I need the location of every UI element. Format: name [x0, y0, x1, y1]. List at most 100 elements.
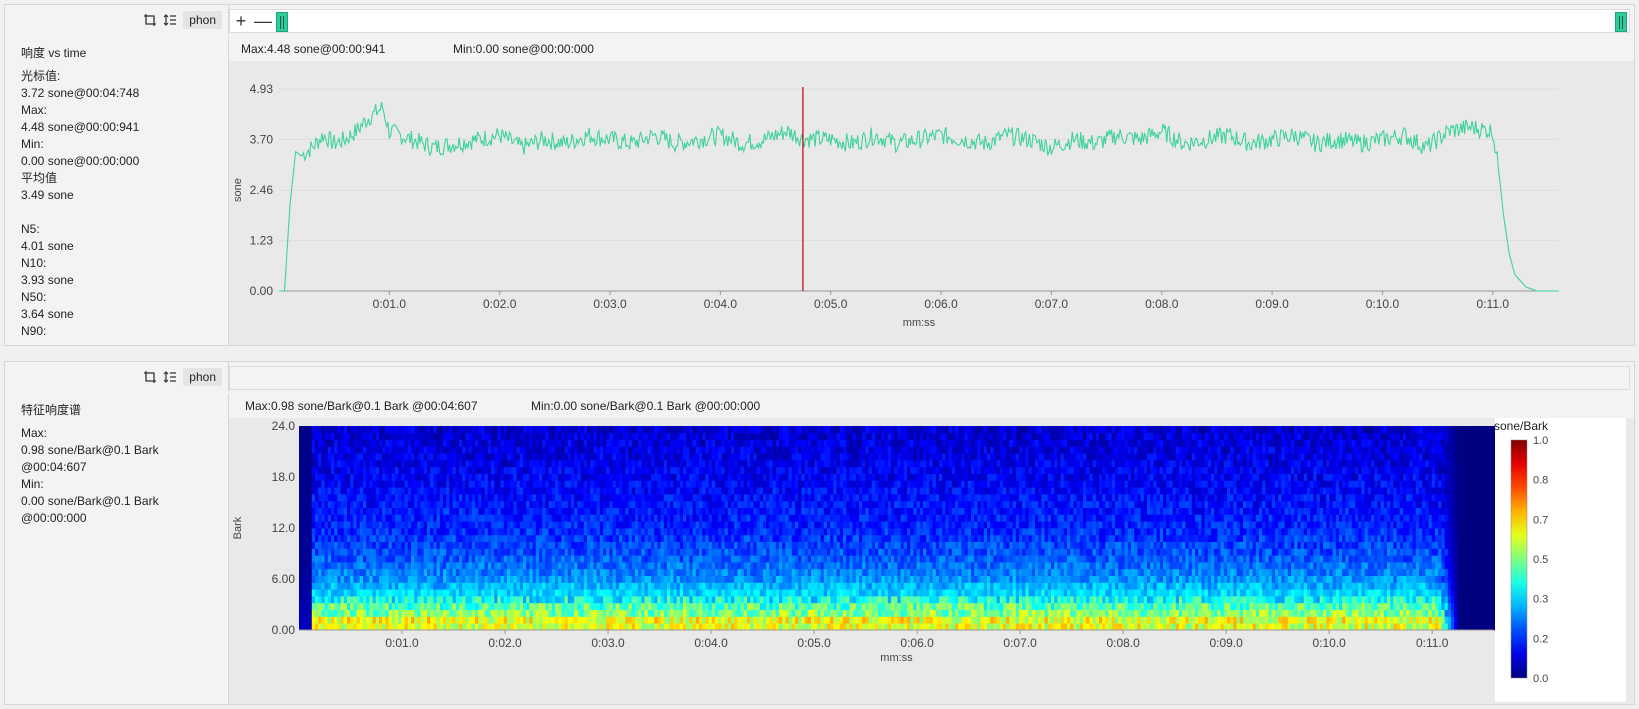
heatmap-cell: [305, 582, 309, 590]
heatmap-cell: [740, 439, 745, 447]
heatmap-cell: [609, 575, 613, 583]
heatmap-cell: [449, 514, 453, 522]
crop-icon[interactable]: [143, 370, 157, 384]
heatmap-cell: [535, 616, 540, 624]
spectrum-plot-area[interactable]: 0.00 6.00 12.0 18.0 24.0 0:01.0 0:02.0 0:03.0 0:…: [229, 418, 1634, 704]
heatmap-cell: [407, 480, 412, 488]
heatmap-cell: [507, 616, 511, 624]
crop-icon[interactable]: [143, 13, 157, 27]
heatmap-cell: [318, 562, 322, 570]
heatmap-cell: [465, 528, 469, 536]
heatmap-cell: [801, 596, 805, 604]
heatmap-cell: [631, 609, 636, 617]
heatmap-cell: [318, 609, 322, 617]
heatmap-cell: [654, 555, 658, 563]
heatmap-cell: [311, 480, 316, 488]
heatmap-cell: [564, 602, 569, 610]
heatmap-cell: [590, 439, 594, 447]
heatmap-cell: [443, 426, 447, 434]
heatmap-cell: [580, 568, 585, 576]
heatmap-cell: [446, 500, 450, 508]
heatmap-cell: [446, 426, 450, 434]
heatmap-cell: [603, 534, 607, 542]
loudness-plot-area[interactable]: 0.00 1.23 2.46 3.70 4.93 0:01.0 0:02.0 0:03.0 0:…: [229, 61, 1634, 345]
phon-button[interactable]: phon: [183, 368, 222, 386]
sort-icon[interactable]: [163, 13, 177, 27]
heatmap-cell: [721, 514, 725, 522]
heatmap-cell: [702, 623, 706, 631]
heatmap-cell: [436, 596, 441, 604]
heatmap-cell: [343, 541, 348, 549]
zoom-out-icon[interactable]: —: [254, 11, 272, 31]
heatmap-cell: [465, 568, 469, 576]
heatmap-cell: [452, 602, 457, 610]
heatmap-cell: [740, 616, 745, 624]
heatmap-cell: [593, 466, 597, 474]
heatmap-cell: [315, 521, 319, 529]
heatmap-cell: [731, 596, 735, 604]
heatmap-cell: [305, 555, 309, 563]
heatmap-cell: [555, 602, 559, 610]
heatmap-cell: [779, 541, 783, 549]
heatmap-cell: [673, 473, 677, 481]
heatmap-cell: [657, 562, 661, 570]
heatmap-cell: [318, 602, 322, 610]
heatmap-cell: [334, 507, 338, 515]
sort-icon[interactable]: [163, 370, 177, 384]
heatmap-cell: [353, 589, 357, 597]
heatmap-cell: [507, 589, 511, 597]
heatmap-cell: [791, 541, 796, 549]
heatmap-cell: [353, 439, 357, 447]
heatmap-cell: [740, 460, 745, 468]
heatmap-cell: [391, 494, 396, 502]
heatmap-cell: [391, 439, 396, 447]
heatmap-cell: [302, 426, 306, 434]
heatmap-cell: [350, 582, 354, 590]
heatmap-cell: [747, 426, 751, 434]
heatmap-cell: [801, 623, 805, 631]
heatmap-cell: [788, 432, 793, 440]
heatmap-cell: [299, 596, 303, 604]
range-start-handle[interactable]: [276, 12, 288, 32]
heatmap-cell: [747, 589, 751, 597]
heatmap-cell: [571, 439, 575, 447]
heatmap-cell: [769, 473, 773, 481]
heatmap-cell: [769, 494, 773, 502]
heatmap-cell: [398, 494, 402, 502]
heatmap-cell: [532, 562, 537, 570]
range-end-handle[interactable]: [1615, 12, 1627, 32]
heatmap-cell: [721, 562, 725, 570]
heatmap-cell: [731, 432, 735, 440]
loudness-line-chart[interactable]: 0.001.232.463.704.930:01.0 0:02.0 0:03.0 0:…: [229, 61, 1635, 345]
heatmap-cell: [638, 541, 642, 549]
heatmap-cell: [452, 548, 457, 556]
heatmap-cell: [414, 460, 418, 468]
heatmap-cell: [769, 426, 773, 434]
heatmap-cell: [318, 575, 322, 583]
zoom-in-icon[interactable]: +: [235, 11, 247, 31]
heatmap-cell: [299, 575, 303, 583]
heatmap-cell: [401, 521, 405, 529]
heatmap-cell: [702, 473, 706, 481]
heatmap-cell: [484, 582, 489, 590]
heatmap-cell: [494, 575, 498, 583]
heatmap-cell: [670, 514, 674, 522]
heatmap-cell: [478, 528, 482, 536]
heatmap-cell: [670, 500, 674, 508]
heatmap-cell: [321, 623, 325, 631]
heatmap-cell: [542, 460, 546, 468]
heatmap-cell: [449, 500, 453, 508]
heatmap-cell: [731, 521, 735, 529]
heatmap-cell: [385, 562, 389, 570]
heatmap-cell: [539, 432, 543, 440]
range-slider-bar[interactable]: + —: [229, 9, 1630, 33]
heatmap-cell: [510, 555, 514, 563]
heatmap-cell: [497, 466, 501, 474]
heatmap-cell: [596, 460, 601, 468]
heatmap-cell: [609, 460, 613, 468]
heatmap-cell: [737, 432, 741, 440]
heatmap-cell: [660, 575, 665, 583]
phon-button[interactable]: phon: [183, 11, 222, 29]
heatmap-cell: [398, 623, 402, 631]
